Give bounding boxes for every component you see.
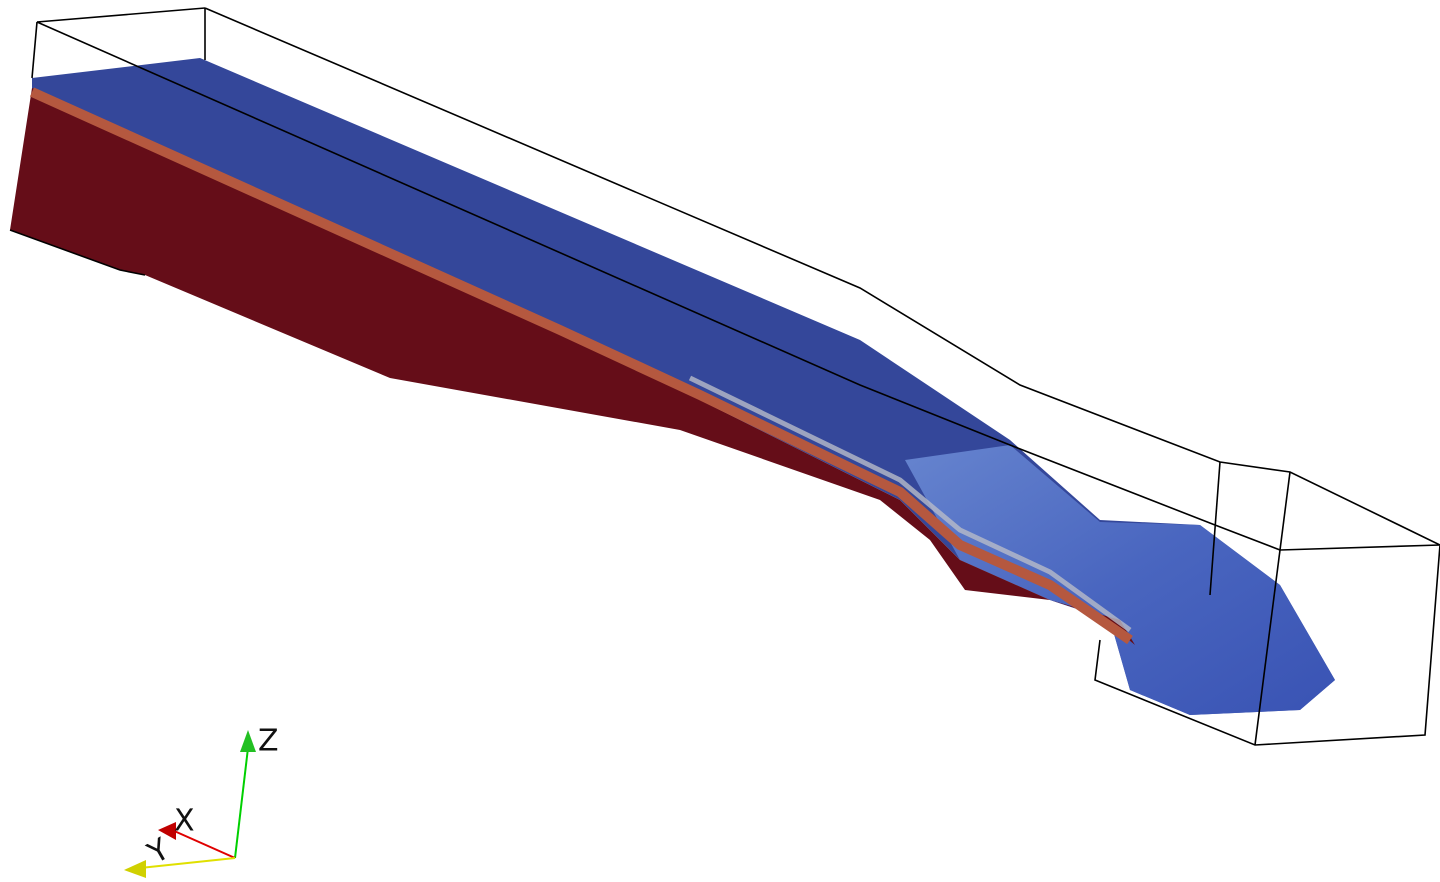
orientation-axes: Z X Y bbox=[124, 724, 279, 879]
outline-edge bbox=[37, 8, 205, 22]
z-axis bbox=[235, 748, 248, 858]
y-arrow bbox=[124, 860, 146, 878]
z-arrow bbox=[240, 730, 256, 752]
x-label: X bbox=[174, 804, 195, 839]
outline-edge bbox=[32, 22, 37, 78]
fluid-surface bbox=[10, 58, 1335, 715]
page: {"orientation_axes": {"z_label": "Z", "x… bbox=[0, 0, 1440, 882]
render-view: Z X Y bbox=[0, 0, 1440, 882]
z-label: Z bbox=[258, 724, 279, 759]
